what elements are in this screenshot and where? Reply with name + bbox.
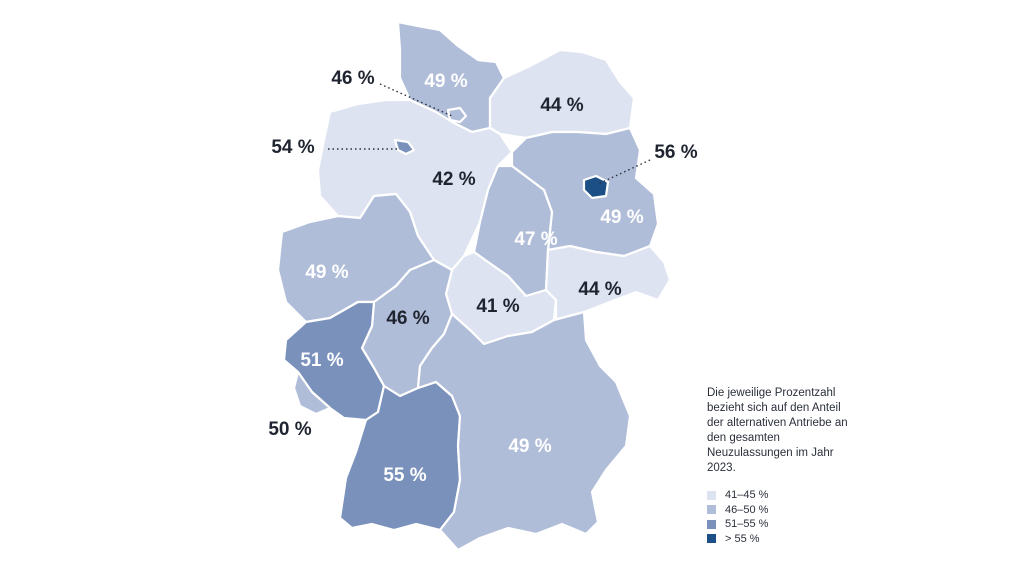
label-hessen: 46 % <box>386 308 429 329</box>
label-brandenburg: 49 % <box>600 207 643 228</box>
label-nordrhein-westfalen: 49 % <box>305 262 348 283</box>
legend-label: > 55 % <box>725 532 760 545</box>
state-berlin[interactable] <box>582 174 610 200</box>
label-thueringen: 41 % <box>476 296 519 317</box>
label-sachsen: 44 % <box>578 279 621 300</box>
label-rheinland-pfalz: 51 % <box>300 350 343 371</box>
map-legend: 41–45 % 46–50 % 51–55 % > 55 % <box>707 488 768 546</box>
legend-swatch <box>707 505 716 515</box>
label-bayern: 49 % <box>508 436 551 457</box>
state-bremen[interactable] <box>393 138 416 156</box>
legend-item: 41–45 % <box>707 488 768 503</box>
legend-item: > 55 % <box>707 532 768 547</box>
legend-label: 41–45 % <box>725 489 769 502</box>
label-berlin: 56 % <box>654 142 697 163</box>
legend-swatch <box>707 519 716 529</box>
label-baden-wuerttemberg: 55 % <box>383 465 426 486</box>
legend-label: 51–55 % <box>725 518 769 531</box>
legend-swatch <box>707 534 716 544</box>
label-saarland: 50 % <box>268 419 311 440</box>
legend-swatch <box>707 490 716 500</box>
label-sachsen-anhalt: 47 % <box>514 229 557 250</box>
legend-label: 46–50 % <box>725 503 769 516</box>
state-bayern[interactable] <box>416 310 632 552</box>
label-schleswig-holstein: 49 % <box>424 71 467 92</box>
legend-item: 51–55 % <box>707 517 768 532</box>
leader-line-berlin <box>597 159 651 185</box>
label-niedersachsen: 42 % <box>432 169 475 190</box>
legend-item: 46–50 % <box>707 503 768 518</box>
state-mecklenburg-vorpommern[interactable] <box>488 48 636 140</box>
state-hamburg[interactable] <box>446 106 468 124</box>
label-mecklenburg-vorpommern: 44 % <box>540 95 583 116</box>
map-footnote: Die jeweilige Prozentzahl bezieht sich a… <box>707 387 848 474</box>
label-bremen: 54 % <box>271 137 314 158</box>
state-saarland[interactable] <box>292 370 332 416</box>
label-hamburg: 46 % <box>331 68 374 89</box>
